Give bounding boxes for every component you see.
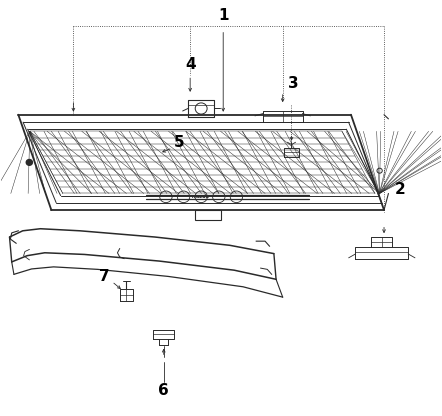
Text: 6: 6 <box>158 383 169 398</box>
Text: 7: 7 <box>99 269 110 284</box>
Circle shape <box>26 159 32 165</box>
Text: 4: 4 <box>185 57 195 72</box>
Bar <box>194 210 221 220</box>
Text: 5: 5 <box>174 135 184 151</box>
Text: 1: 1 <box>218 8 229 23</box>
Text: 2: 2 <box>395 182 406 197</box>
Text: mazda: mazda <box>192 194 210 199</box>
Text: 3: 3 <box>288 76 299 91</box>
